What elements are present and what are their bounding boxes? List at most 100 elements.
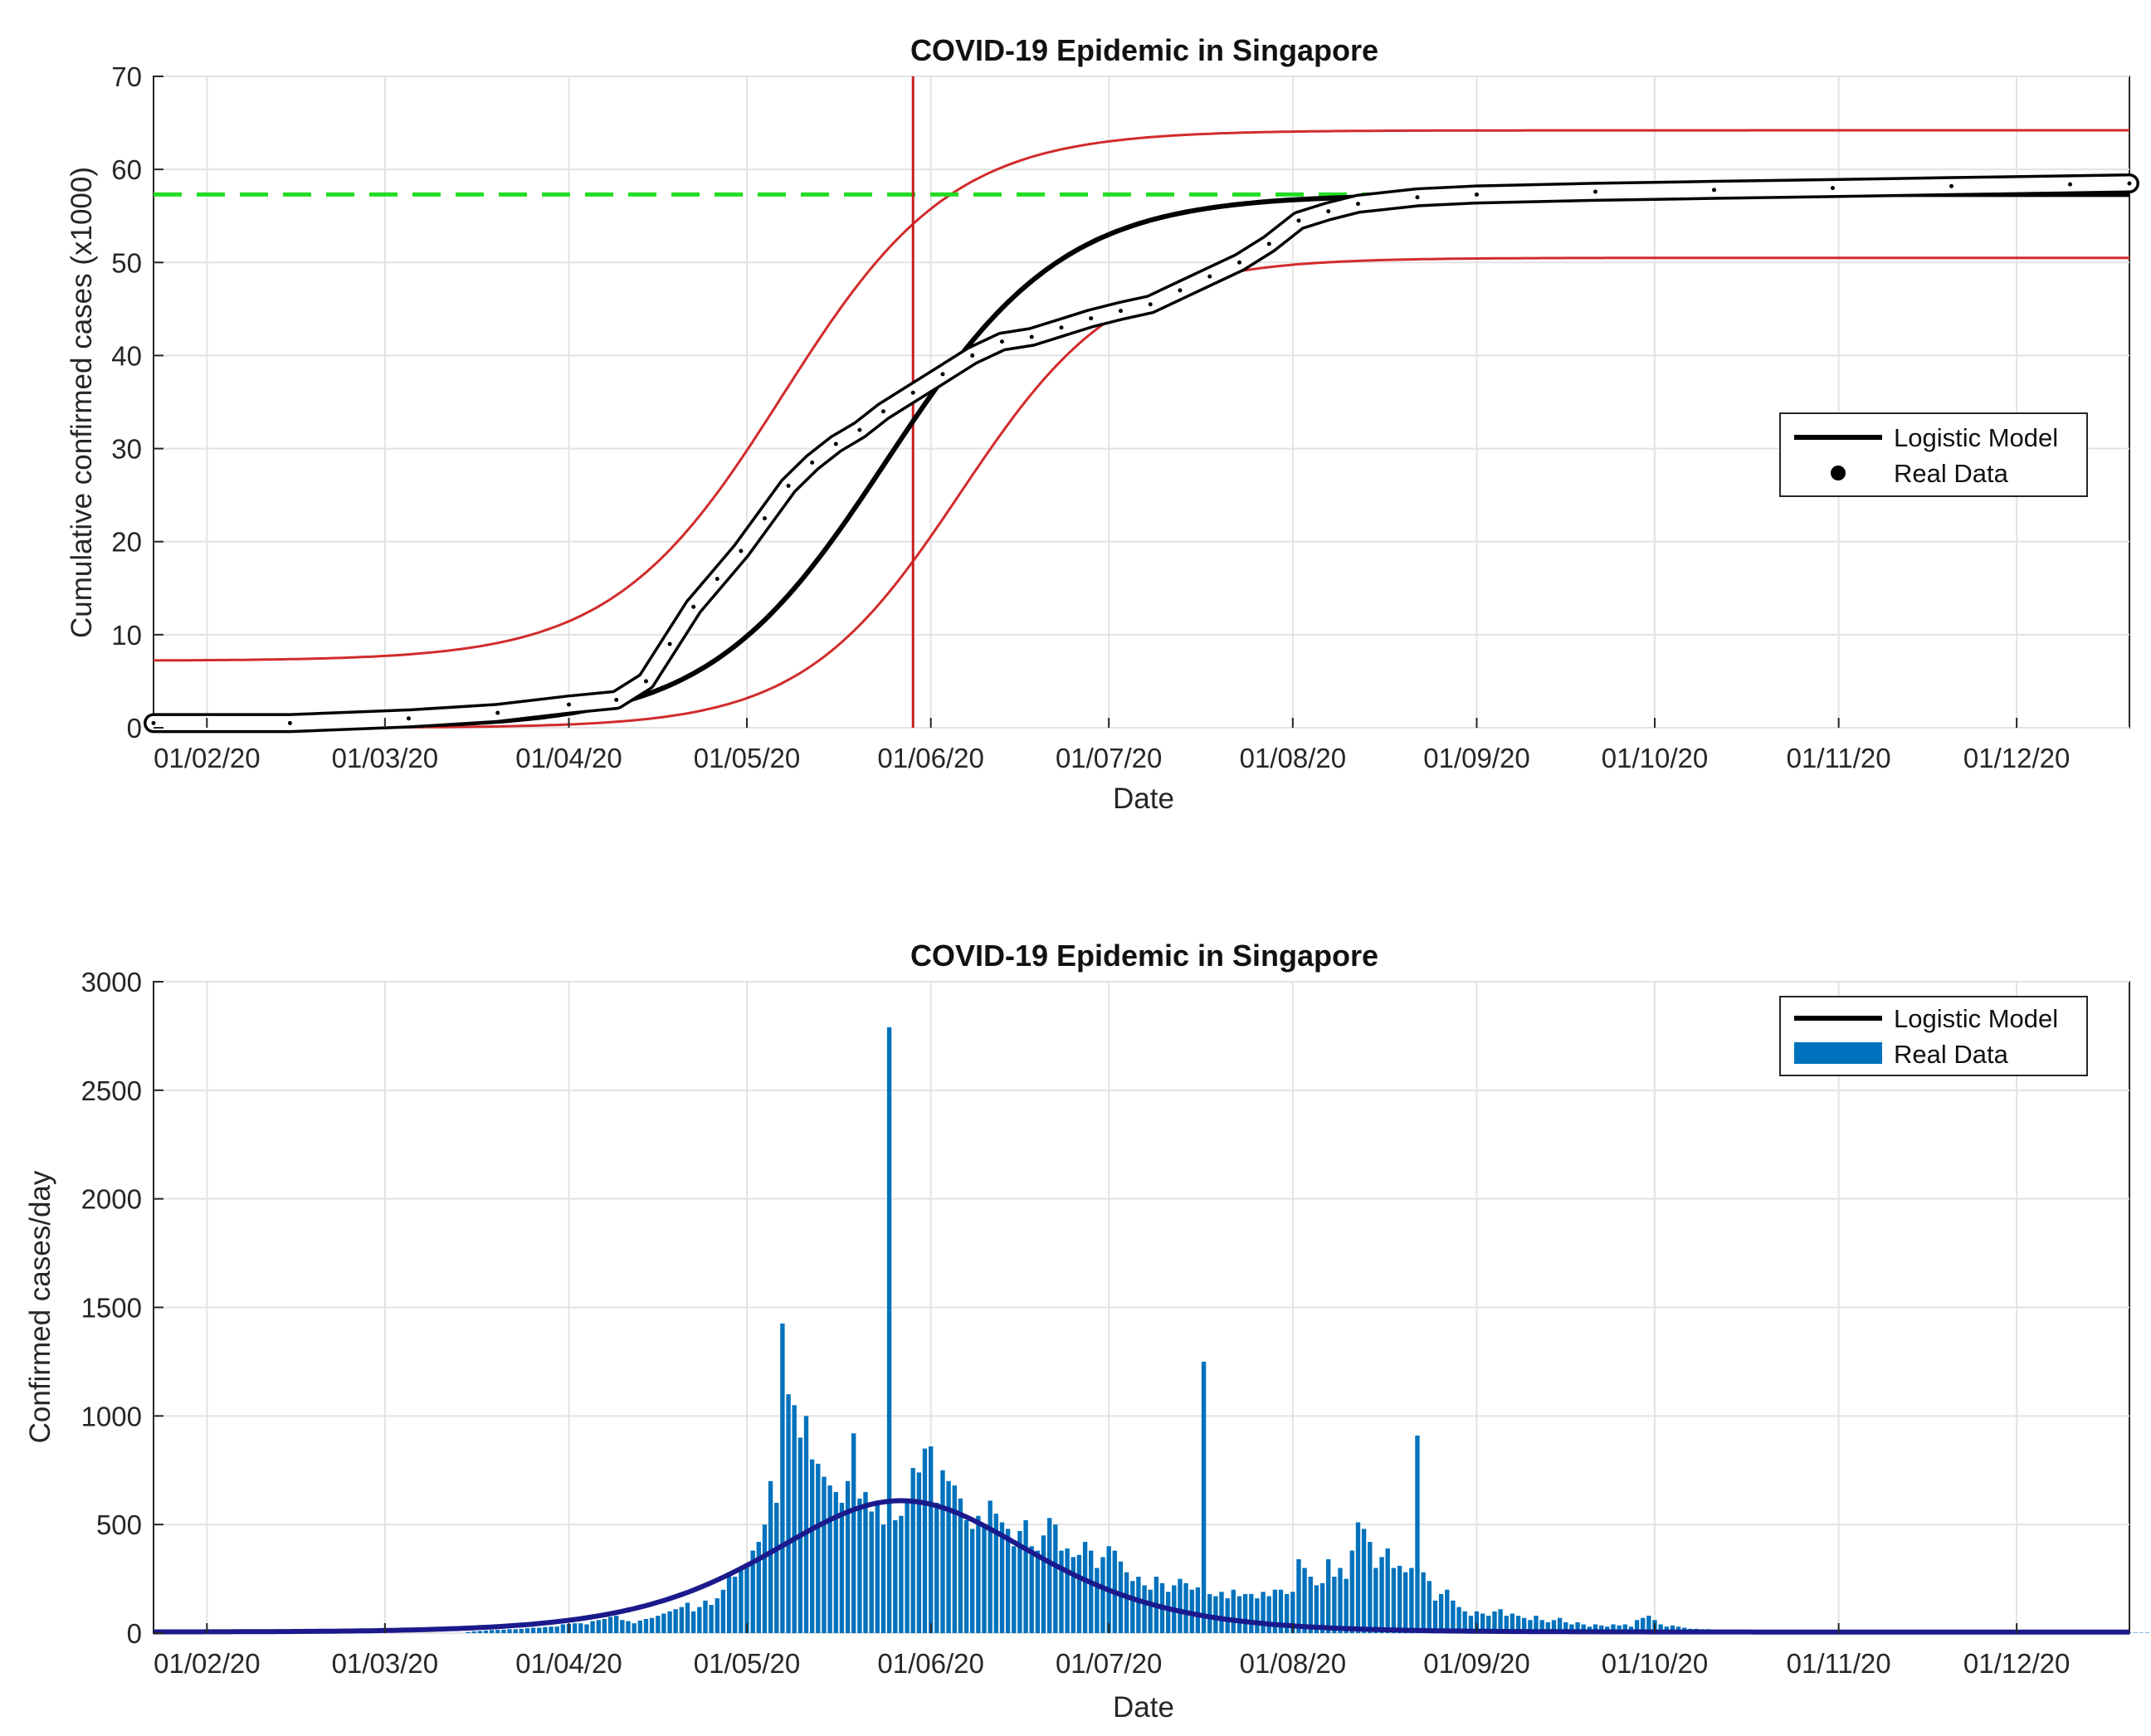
daily-bar [1361,1529,1367,1633]
daily-bar [993,1514,998,1633]
daily-bar [2133,1632,2138,1633]
daily-bar [762,1524,768,1633]
daily-bar [691,1611,696,1633]
daily-bar [869,1511,874,1633]
daily-bar [697,1607,702,1633]
chart2-title: COVID-19 Epidemic in Singapore [910,939,1378,973]
y-tick-label: 0 [127,1618,142,1649]
y-tick-label: 20 [111,527,142,558]
daily-bar [1225,1598,1230,1633]
daily-bar [1255,1598,1260,1633]
daily-bar [1041,1535,1046,1634]
daily-bar [1207,1593,1212,1633]
upper-bound-curve [153,129,2129,662]
daily-bar [1427,1581,1432,1633]
daily-bar [1451,1600,1456,1634]
real-data-point [1059,325,1064,330]
daily-bar [1148,1589,1153,1633]
daily-bar [1344,1578,1349,1633]
daily-bar [524,1628,530,1633]
daily-bar [929,1446,934,1633]
daily-bar [1178,1578,1183,1633]
daily-bar [1249,1593,1254,1633]
daily-bar [2144,1632,2150,1633]
x-tick-label: 01/05/20 [694,1648,800,1679]
daily-bar [632,1623,637,1633]
y-tick-label: 70 [111,61,142,92]
real-data-point [857,427,862,432]
daily-bar [1035,1550,1041,1633]
daily-bar [999,1522,1005,1633]
daily-bar [946,1480,951,1633]
daily-bar [1599,1625,1604,1633]
daily-bar [656,1616,661,1633]
real-data-point [1089,316,1094,321]
x-tick-label: 01/03/20 [332,743,438,773]
y-tick-label: 60 [111,154,142,185]
x-tick-label: 01/05/20 [694,743,800,773]
x-tick-label: 01/11/20 [1787,743,1891,773]
daily-bar [661,1613,666,1633]
daily-bar [1486,1616,1491,1633]
daily-bar [715,1598,719,1633]
daily-bar [1622,1624,1627,1633]
daily-bar [1515,1616,1521,1633]
real-data-point [786,483,791,488]
real-data-point [762,516,767,521]
x-tick-label: 01/02/20 [154,743,260,773]
daily-bar [1136,1577,1141,1633]
chart2-legend: Logistic Model Real Data [1779,996,2088,1076]
daily-bar [1236,1596,1242,1633]
daily-cases-chart: COVID-19 Epidemic in Singapore 01/02/20 0… [24,939,2151,1724]
real-data-point [1236,260,1241,265]
daily-bar [988,1500,993,1633]
daily-bar [833,1491,838,1633]
x-tick-label: 01/07/20 [1056,1648,1162,1679]
real-data-point [567,702,572,707]
daily-bar [501,1629,506,1633]
chart1-ticks: 01/02/20 01/03/20 01/04/20 01/05/20 01/06/20… [111,61,2070,773]
daily-bar [1332,1577,1337,1633]
daily-bar [543,1626,548,1633]
real-data-point [1949,183,1953,188]
daily-bar [507,1629,512,1633]
real-data-point [1593,189,1597,194]
real-data-point [691,604,696,609]
daily-bar [466,1631,471,1633]
daily-bar [1641,1617,1646,1633]
daily-bar [1445,1589,1450,1633]
daily-bar [1593,1624,1598,1633]
daily-bar [916,1472,922,1633]
x-tick-label: 01/04/20 [515,743,622,773]
daily-bar [596,1620,601,1633]
y-tick-label: 40 [111,340,142,371]
daily-bar [910,1468,915,1633]
daily-bar [1319,1582,1325,1633]
daily-bar [839,1503,845,1633]
daily-bar [1617,1625,1622,1633]
real-data-point [880,409,885,414]
y-tick-label: 1500 [81,1293,142,1324]
daily-bar [845,1480,851,1633]
daily-bar [573,1623,578,1633]
daily-bar [1391,1568,1397,1633]
daily-bar [673,1609,678,1633]
real-data-point [406,716,411,721]
daily-bar [822,1476,827,1633]
daily-bar [1053,1524,1058,1633]
x-tick-label: 01/08/20 [1240,743,1346,773]
daily-bar [1355,1522,1361,1633]
daily-bar [816,1463,821,1633]
daily-bar [1023,1519,1028,1633]
daily-bar [471,1631,476,1633]
x-tick-label: 01/03/20 [332,1648,438,1679]
daily-bar [1385,1548,1390,1633]
real-data-point [1266,241,1271,246]
daily-bar [934,1503,939,1633]
daily-bar [750,1550,755,1633]
daily-bar [620,1620,625,1633]
real-data-point [667,641,672,646]
daily-bar [513,1629,518,1633]
daily-bar [1272,1589,1278,1633]
